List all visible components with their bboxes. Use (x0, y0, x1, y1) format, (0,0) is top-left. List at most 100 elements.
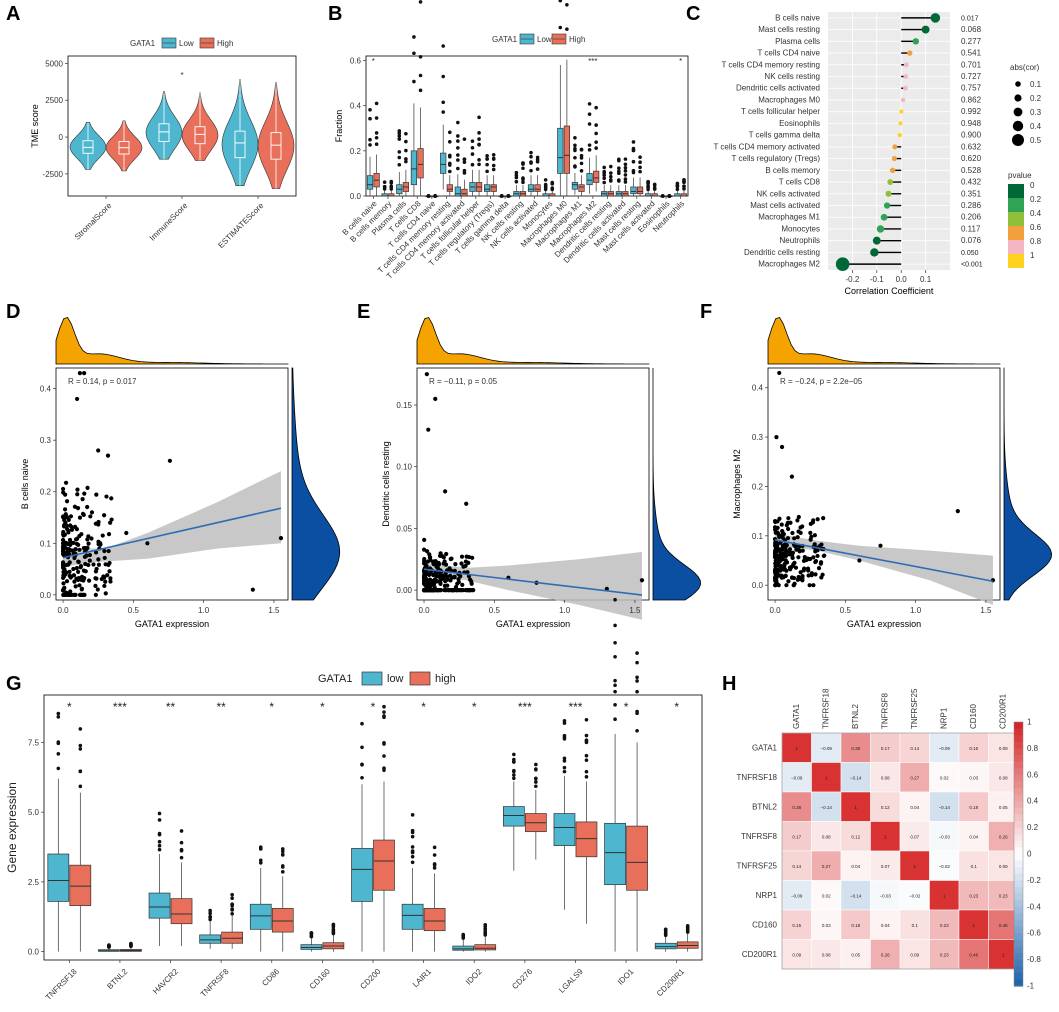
box-outlier (491, 156, 496, 161)
scatter-point (96, 557, 101, 562)
color-legend-swatch (1008, 240, 1024, 254)
lollipop-dot (903, 62, 909, 68)
heatmap-cell (958, 762, 989, 793)
colorbar-segment (1014, 887, 1023, 895)
scatter-point (466, 560, 471, 566)
x-tick-label: -0.2 (846, 275, 860, 284)
box-outlier (382, 704, 386, 709)
scatter-point (422, 576, 428, 581)
box-outlier (543, 182, 548, 187)
plot-frame (43, 694, 703, 961)
box-outlier (623, 180, 628, 184)
scatter-point (815, 553, 820, 559)
heatmap-cell-label: −0.03 (939, 834, 951, 839)
scatter-point (791, 583, 796, 588)
y-tick-label: 0.00 (396, 586, 412, 595)
heatmap-cell (781, 821, 812, 852)
scatter-point (779, 522, 784, 527)
significance-mark: * (679, 57, 682, 66)
heatmap-cell-label: 0.08 (822, 834, 831, 839)
scatter-point (604, 586, 609, 591)
box-body (563, 125, 570, 174)
lollipop-dot (912, 38, 920, 45)
box-outlier (230, 911, 234, 916)
scatter-point (807, 583, 812, 588)
scatter-point (466, 554, 472, 560)
box-outlier (412, 51, 416, 56)
scatter-point (809, 534, 814, 539)
box-body (490, 184, 497, 192)
heatmap-cell-label: 0.02 (940, 775, 949, 780)
scatter-point (64, 526, 70, 532)
heatmap-cell (811, 791, 842, 822)
box-outlier (617, 178, 621, 182)
panel-label-f: F (700, 301, 712, 323)
heatmap-cell-label: 0.14 (792, 864, 801, 869)
scatter-point (61, 490, 66, 495)
box-outlier (208, 911, 212, 916)
y-tick-label: 0.1 (40, 539, 52, 548)
scatter-point (774, 435, 779, 440)
x-axis-title: GATA1 expression (847, 619, 921, 629)
box-body (593, 170, 600, 183)
significance-mark: * (674, 700, 679, 714)
box-outlier (667, 194, 672, 198)
category-label: LAIR1 (411, 967, 433, 989)
box-outlier (506, 194, 511, 198)
colorbar-segment (1014, 768, 1023, 776)
lollipop-dot (891, 156, 897, 162)
scatter-point (453, 562, 458, 567)
significance-mark: * (320, 700, 325, 714)
box-outlier (584, 758, 589, 762)
heatmap-cell-label: 0.27 (822, 864, 831, 869)
heatmap-cell (929, 909, 960, 940)
heatmap-cell (840, 732, 871, 763)
scatter-point (93, 569, 99, 574)
box-outlier (534, 776, 538, 781)
significance-mark: ** (166, 700, 176, 714)
box-body (47, 853, 70, 902)
box-body (636, 186, 644, 195)
legend-label-low: Low (537, 35, 552, 44)
panel-label-a: A (6, 3, 20, 25)
row-label: B cells naive (775, 13, 820, 22)
scatter-point (457, 588, 463, 593)
box-outlier (562, 769, 567, 774)
box-body (446, 184, 453, 192)
scatter-point (67, 569, 72, 574)
heatmap-cell (988, 791, 1019, 822)
scatter-point (96, 448, 101, 453)
colorbar-segment (1014, 953, 1023, 961)
y-tick-label: 0.4 (40, 385, 52, 394)
scatter-point (82, 371, 87, 376)
significance-mark: *** (588, 57, 597, 66)
colorbar-segment (1014, 834, 1023, 842)
significance-mark: * (269, 700, 274, 714)
heatmap-cell (929, 880, 960, 911)
box-outlier (331, 927, 336, 932)
scatter-point (101, 574, 106, 579)
box-outlier (389, 185, 394, 189)
scatter-point (798, 530, 803, 535)
box-outlier (462, 137, 467, 141)
box-outlier (682, 184, 686, 188)
size-legend-title: abs(cor) (1010, 63, 1040, 72)
box-outlier (543, 178, 548, 182)
scatter-point (93, 583, 98, 588)
legend-title: GATA1 (318, 673, 352, 685)
box-outlier (157, 831, 162, 836)
scatter-point (438, 588, 444, 593)
box-outlier (78, 743, 83, 748)
x-axis-title: Correlation Coefficient (845, 286, 934, 296)
scatter-point (69, 548, 74, 553)
panel-h-correlation-heatmap: 1 −0.09 0.38 0.17 0.14 −0.09 0.15 0.09 −0.09 1 −0.… (737, 688, 1042, 991)
scatter-point (783, 553, 789, 558)
panel-d-scatter-b-cells-naive: R = 0.14, p = 0.017 0.0 0.1 0.2 0.3 0.4 0.0 0.5… (20, 316, 341, 629)
box-outlier (562, 765, 567, 770)
scatter-point (777, 563, 782, 569)
heatmap-col-label: TNFRSF18 (821, 688, 830, 729)
y-tick-label: 0.3 (40, 436, 52, 445)
violin-shape (221, 79, 259, 186)
box-outlier (456, 153, 460, 157)
scatter-point (60, 486, 66, 492)
